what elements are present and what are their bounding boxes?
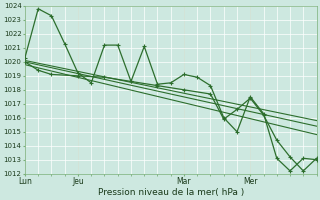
X-axis label: Pression niveau de la mer( hPa ): Pression niveau de la mer( hPa ) — [98, 188, 244, 197]
